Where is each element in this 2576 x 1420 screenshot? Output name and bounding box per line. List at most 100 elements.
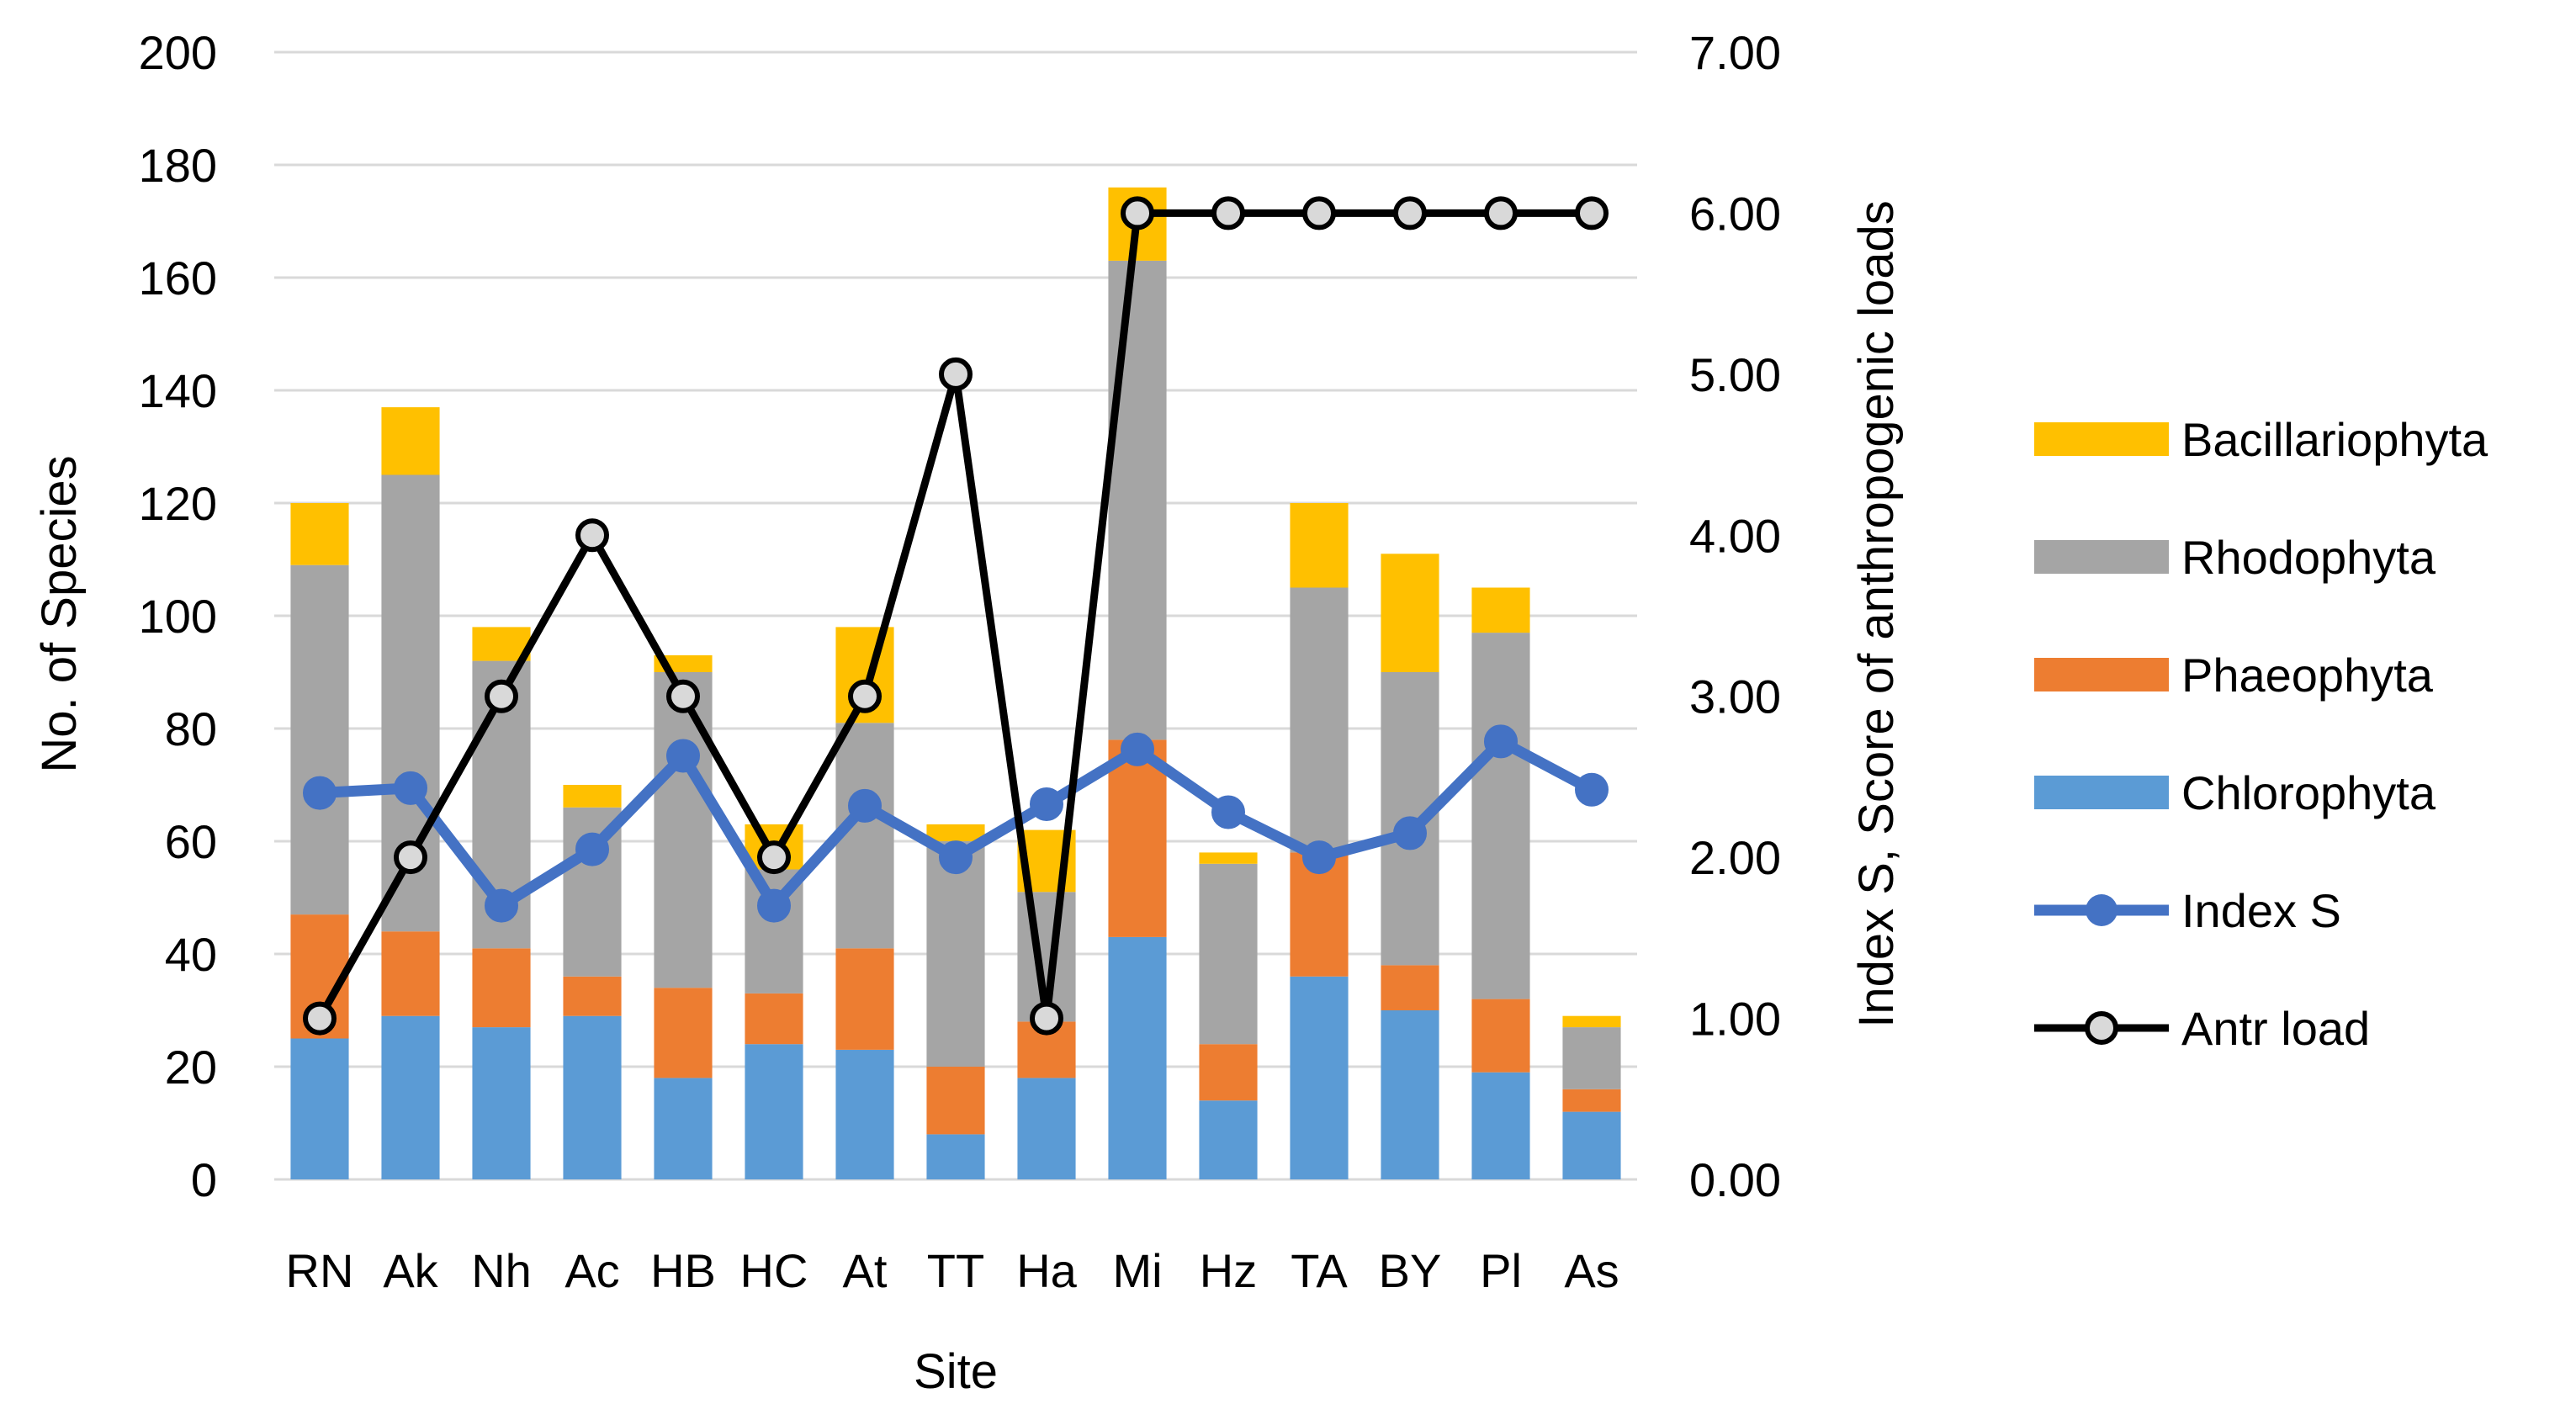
bar-chlorophyta-mi — [1108, 936, 1167, 1179]
y2-tick-label: 7.00 — [1689, 26, 1781, 79]
y2-tick-label: 5.00 — [1689, 348, 1781, 401]
bar-phaeophyta-hc — [745, 993, 803, 1045]
bar-bacillariophyta-as — [1562, 1015, 1621, 1028]
legend: Bacillariophyta Rhodophyta Phaeophyta Chlor… — [2034, 413, 2489, 1055]
right-axis-ticks: 0.00 1.00 2.00 3.00 4.00 5.00 6.00 7.00 — [1689, 26, 1781, 1206]
bar-phaeophyta-ac — [563, 976, 622, 1016]
y-tick-label: 20 — [165, 1041, 217, 1094]
y-tick-label: 200 — [139, 26, 217, 79]
legend-bacillariophyta-swatch — [2034, 422, 2169, 456]
x-tick-label-rn: RN — [286, 1244, 354, 1297]
legend-chlorophyta-swatch — [2034, 776, 2169, 809]
legend-rhodophyta-label: Rhodophyta — [2181, 531, 2436, 584]
x-tick-label-hc: HC — [740, 1244, 808, 1297]
marker-index-s-at — [848, 788, 882, 823]
marker-antr-load-ak — [394, 840, 427, 875]
y-tick-label: 60 — [165, 815, 217, 868]
bar-chlorophyta-ac — [563, 1015, 622, 1179]
legend-rhodophyta-swatch — [2034, 540, 2169, 574]
x-tick-label-pl: Pl — [1480, 1244, 1522, 1297]
legend-bacillariophyta-label: Bacillariophyta — [2181, 413, 2489, 466]
bar-chlorophyta-tt — [926, 1134, 985, 1179]
bar-bacillariophyta-rn — [290, 503, 349, 565]
marker-antr-load-rn — [303, 1001, 337, 1036]
bar-chlorophyta-hz — [1199, 1100, 1258, 1179]
bar-chlorophyta-rn — [290, 1038, 349, 1179]
x-tick-label-ak: Ak — [383, 1244, 438, 1297]
bar-chlorophyta-hc — [745, 1044, 803, 1179]
marker-antr-load-hc — [757, 840, 791, 875]
x-tick-label-hz: Hz — [1200, 1244, 1257, 1297]
marker-index-s-ac — [575, 832, 609, 866]
x-axis-ticks: RN Ak Nh Ac HB HC At TT Ha Mi Hz TA BY Pl As — [286, 1244, 1619, 1297]
marker-index-s-by — [1393, 816, 1427, 850]
x-tick-label-mi: Mi — [1112, 1244, 1162, 1297]
bar-phaeophyta-pl — [1471, 999, 1530, 1073]
y2-tick-label: 4.00 — [1689, 509, 1781, 562]
x-tick-label-at: At — [843, 1244, 888, 1297]
bars — [290, 187, 1621, 1179]
marker-antr-load-ac — [575, 518, 609, 553]
y2-tick-label: 2.00 — [1689, 831, 1781, 884]
bar-rhodophyta-rn — [290, 564, 349, 915]
left-axis-ticks: 0 20 40 60 80 100 120 140 160 180 200 — [139, 26, 217, 1206]
marker-index-s-ha — [1030, 787, 1063, 821]
marker-index-s-mi — [1121, 732, 1154, 766]
marker-index-s-hb — [666, 739, 700, 773]
x-tick-label-hb: HB — [650, 1244, 716, 1297]
y2-tick-label: 3.00 — [1689, 670, 1781, 723]
bar-bacillariophyta-pl — [1471, 587, 1530, 633]
y-tick-label: 140 — [139, 364, 217, 417]
y2-tick-label: 1.00 — [1689, 993, 1781, 1046]
x-tick-label-by: BY — [1379, 1244, 1442, 1297]
marker-antr-load-pl — [1484, 196, 1518, 230]
bar-bacillariophyta-ak — [381, 407, 440, 475]
bar-bacillariophyta-tt — [926, 824, 985, 841]
y-axis-title: No. of Species — [32, 455, 87, 772]
marker-index-s-rn — [303, 776, 337, 810]
y-tick-label: 160 — [139, 252, 217, 305]
marker-index-s-pl — [1484, 724, 1518, 759]
y2-tick-label: 6.00 — [1689, 187, 1781, 240]
marker-index-s-ta — [1302, 840, 1336, 875]
bar-chlorophyta-pl — [1471, 1072, 1530, 1179]
bar-chlorophyta-at — [835, 1049, 894, 1179]
marker-antr-load-tt — [939, 357, 973, 391]
y2-tick-label: 0.00 — [1689, 1153, 1781, 1206]
bar-rhodophyta-mi — [1108, 260, 1167, 740]
y2-axis-title: Index S, Score of anthropogenic loads — [1849, 200, 1904, 1027]
bar-phaeophyta-hb — [654, 988, 713, 1078]
x-tick-label-tt: TT — [927, 1244, 984, 1297]
marker-antr-load-ha — [1030, 1001, 1063, 1036]
bar-chlorophyta-ak — [381, 1015, 440, 1179]
bar-rhodophyta-ta — [1290, 587, 1349, 853]
bar-bacillariophyta-hz — [1199, 852, 1258, 864]
bar-phaeophyta-hz — [1199, 1044, 1258, 1101]
y-tick-label: 120 — [139, 477, 217, 530]
bar-bacillariophyta-ac — [563, 785, 622, 808]
y-tick-label: 0 — [191, 1153, 217, 1206]
bar-phaeophyta-as — [1562, 1089, 1621, 1112]
bar-phaeophyta-mi — [1108, 739, 1167, 937]
bar-phaeophyta-nh — [472, 948, 531, 1028]
legend-antr-load-marker — [2085, 1011, 2118, 1045]
bar-rhodophyta-hz — [1199, 863, 1258, 1045]
y-tick-label: 40 — [165, 928, 217, 981]
bar-rhodophyta-hb — [654, 672, 713, 988]
marker-antr-load-ta — [1302, 196, 1336, 230]
legend-index-s-label: Index S — [2181, 884, 2341, 937]
legend-index-s-marker — [2086, 894, 2118, 926]
x-tick-label-ha: Ha — [1016, 1244, 1077, 1297]
legend-phaeophyta-swatch — [2034, 658, 2169, 691]
bar-rhodophyta-as — [1562, 1027, 1621, 1089]
marker-index-s-hc — [757, 888, 791, 923]
marker-index-s-hz — [1211, 795, 1245, 829]
marker-antr-load-nh — [485, 679, 518, 713]
marker-index-s-as — [1575, 772, 1609, 807]
bar-phaeophyta-by — [1381, 965, 1439, 1010]
bar-rhodophyta-at — [835, 723, 894, 949]
bar-chlorophyta-as — [1562, 1111, 1621, 1179]
bar-chlorophyta-ta — [1290, 976, 1349, 1179]
marker-antr-load-mi — [1121, 196, 1154, 230]
x-tick-label-ta: TA — [1291, 1244, 1348, 1297]
